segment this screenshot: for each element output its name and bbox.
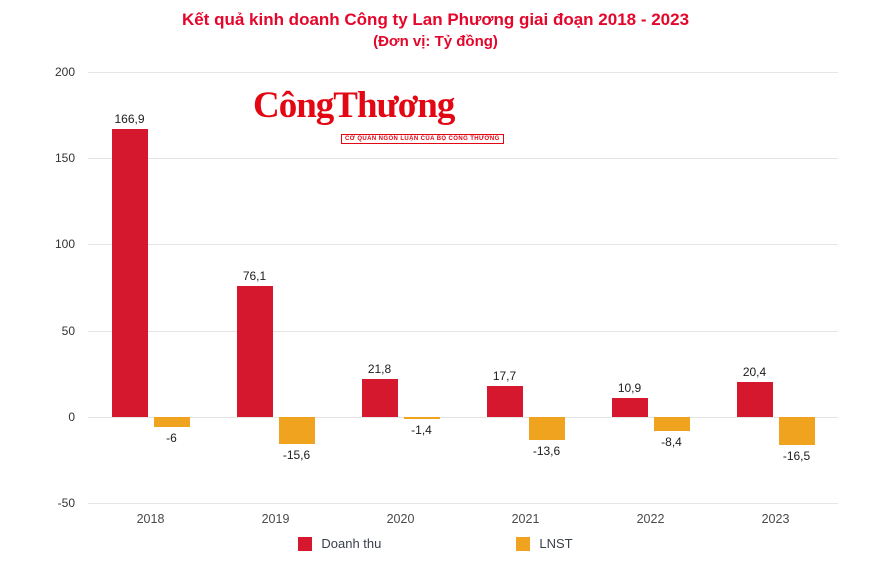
gridline [88, 72, 838, 73]
chart-subtitle: (Đơn vị: Tỷ đồng) [373, 33, 498, 50]
gridline [88, 244, 838, 246]
x-tick-label: 2022 [636, 512, 665, 526]
bar-doanh-thu [611, 398, 648, 417]
y-tick-label: 200 [54, 65, 75, 79]
legend-label-lnst: LNST [539, 536, 573, 551]
x-tick-label: 2018 [136, 512, 165, 526]
bar-value-label: 17,7 [492, 369, 517, 384]
bar-value-label: 21,8 [367, 362, 392, 377]
y-tick-label: 100 [54, 237, 75, 252]
bar-lnst [278, 416, 315, 444]
bar-doanh-thu [736, 381, 773, 417]
bar-value-label: -1,4 [411, 423, 432, 438]
y-tick-label: 50 [61, 323, 75, 338]
bar-doanh-thu [361, 379, 398, 417]
y-tick-label: 150 [54, 151, 75, 166]
gridline [88, 416, 838, 418]
bar-value-label: -8,4 [661, 435, 682, 450]
x-tick-label: 2023 [761, 512, 790, 526]
bar-doanh-thu [486, 386, 523, 417]
y-tick-label: -50 [57, 496, 75, 510]
gridline [88, 158, 838, 160]
bar-value-label: -15,6 [282, 447, 311, 462]
plot-area: 200 150 100 50 0 -50 2018 166,9 -6 2019 76,1 -15,6 2… [55, 65, 838, 526]
chart-title: Kết quả kinh doanh Công ty Lan Phương gi… [181, 10, 690, 29]
bar-lnst [528, 416, 565, 441]
bar-doanh-thu [111, 129, 148, 417]
bar-value-label: 10,9 [617, 381, 642, 395]
bar-lnst [653, 416, 690, 432]
legend-item-lnst: LNST [516, 536, 573, 551]
bar-value-label: -13,6 [532, 444, 561, 459]
gridline [88, 330, 838, 332]
legend-label-doanh-thu: Doanh thu [321, 536, 382, 551]
bar-lnst [403, 416, 440, 420]
bar-value-label: -16,5 [782, 449, 811, 464]
chart-legend: Doanh thu LNST [0, 536, 871, 551]
legend-swatch-doanh-thu [298, 536, 313, 551]
x-tick-label: 2019 [261, 512, 290, 526]
legend-item-doanh-thu: Doanh thu [298, 536, 381, 551]
bar-doanh-thu [236, 285, 273, 417]
congthuong-logo-tagline: CƠ QUAN NGÔN LUẬN CỦA BỘ CÔNG THƯƠNG [341, 133, 504, 144]
congthuong-logo-text: CôngThương [253, 85, 455, 126]
x-tick-label: 2021 [511, 512, 540, 526]
gridline [88, 503, 838, 504]
bar-value-label: -6 [166, 431, 177, 446]
legend-swatch-lnst [516, 536, 531, 551]
congthuong-logo: CôngThương CƠ QUAN NGÔN LUẬN CỦA BỘ CÔNG… [253, 85, 504, 145]
x-tick-label: 2020 [386, 512, 415, 526]
bar-value-label: 166,9 [114, 112, 145, 127]
bar-lnst [153, 416, 190, 428]
bar-lnst [778, 416, 815, 446]
y-tick-label: 0 [68, 409, 75, 424]
bar-value-label: 76,1 [242, 268, 267, 283]
bar-value-label: 20,4 [742, 364, 767, 379]
